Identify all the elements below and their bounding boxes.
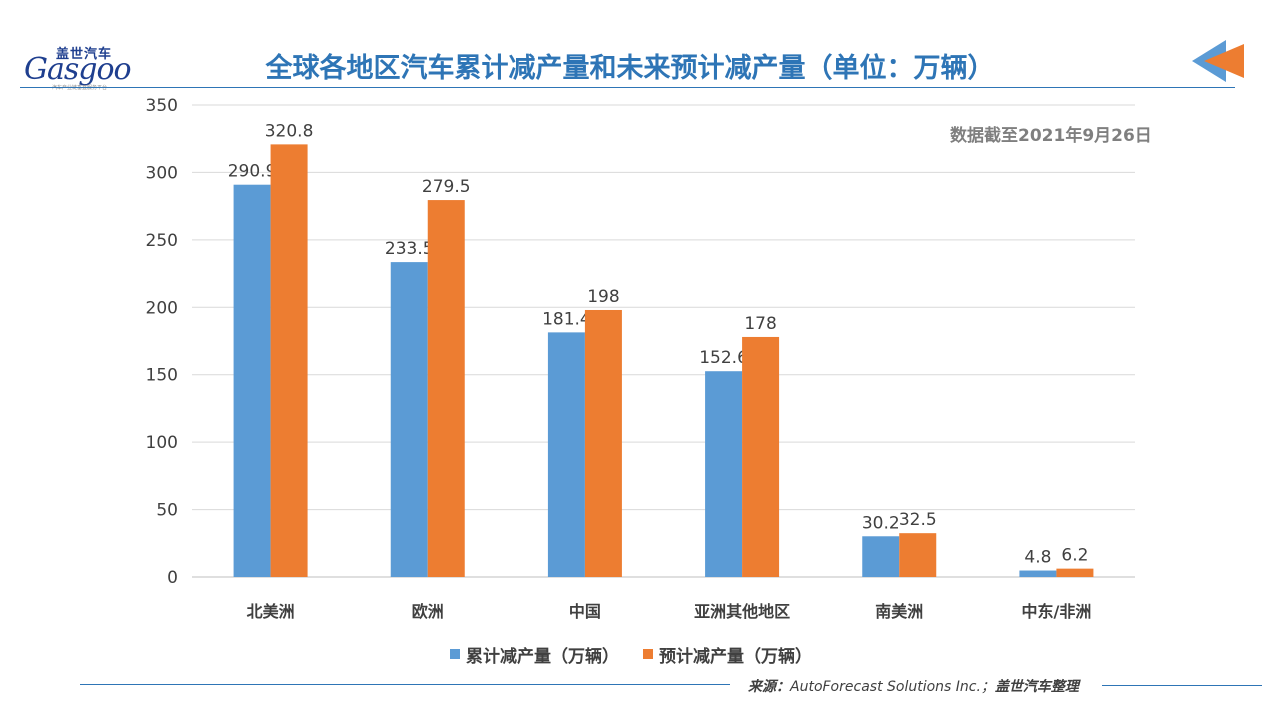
bar-cumulative <box>547 332 585 577</box>
bar-cumulative <box>705 371 743 577</box>
y-tick-label: 350 <box>146 96 178 116</box>
source-suffix: 盖世汽车整理 <box>994 679 1079 695</box>
bar-cumulative <box>390 262 428 577</box>
data-label: 181.4 <box>542 309 591 329</box>
gasgoo-logo: 盖世汽车 Gasgoo 汽车产业链垂直服务平台 <box>20 40 135 92</box>
bar-forecast <box>1056 568 1094 577</box>
data-label: 6.2 <box>1061 546 1088 566</box>
bar-forecast <box>584 309 622 577</box>
title-divider <box>20 87 1235 88</box>
y-tick-label: 300 <box>146 163 178 183</box>
legend-item-forecast: 预计减产量（万辆） <box>643 642 812 667</box>
y-tick-label: 50 <box>156 501 178 521</box>
x-tick-label: 欧洲 <box>412 602 444 621</box>
legend-item-cumulative: 累计减产量（万辆） <box>450 642 619 667</box>
source-note: 来源：AutoForecast Solutions Inc.；盖世汽车整理 <box>748 676 1079 696</box>
bar-forecast <box>742 336 780 577</box>
logo-english-text: Gasgoo <box>24 52 132 87</box>
data-label: 152.6 <box>699 348 748 368</box>
data-label: 178 <box>744 314 776 334</box>
bar-cumulative <box>1019 570 1057 577</box>
legend-swatch-cumulative <box>450 649 460 659</box>
y-tick-label: 200 <box>146 298 178 318</box>
y-tick-label: 150 <box>146 366 178 386</box>
data-label: 233.5 <box>385 239 434 259</box>
y-tick-label: 250 <box>146 231 178 251</box>
chart-title: 全球各地区汽车累计减产量和未来预计减产量（单位：万辆） <box>265 53 995 84</box>
data-label: 32.5 <box>899 510 937 530</box>
x-tick-label: 北美洲 <box>247 602 295 621</box>
bar-cumulative <box>862 536 900 577</box>
legend-label-forecast: 预计减产量（万辆） <box>659 646 812 667</box>
bar-forecast <box>270 144 308 577</box>
y-tick-label: 0 <box>167 568 178 588</box>
legend-swatch-forecast <box>643 649 653 659</box>
footer-divider-right <box>1102 685 1262 686</box>
logo-tagline: 汽车产业链垂直服务平台 <box>52 85 108 91</box>
data-label: 279.5 <box>422 177 471 197</box>
arrow-left-icon <box>1192 40 1244 82</box>
data-date-note: 数据截至2021年9月26日 <box>950 126 1152 146</box>
bar-cumulative <box>233 184 271 578</box>
y-tick-label: 100 <box>146 433 178 453</box>
chart-legend: 累计减产量（万辆） 预计减产量（万辆） <box>450 640 812 668</box>
data-label: 320.8 <box>265 121 314 141</box>
legend-label-cumulative: 累计减产量（万辆） <box>466 646 619 667</box>
bar-forecast <box>899 533 937 577</box>
x-tick-label: 亚洲其他地区 <box>694 602 790 621</box>
data-label: 4.8 <box>1024 548 1051 568</box>
data-label: 30.2 <box>862 513 900 533</box>
data-label: 198 <box>587 287 619 307</box>
data-label: 290.9 <box>228 162 277 182</box>
logo-chinese-text: 盖世汽车 <box>56 47 113 62</box>
source-prefix: 来源： <box>748 679 790 695</box>
x-tick-label: 中国 <box>569 602 601 621</box>
bar-forecast <box>427 200 465 577</box>
source-text: AutoForecast Solutions Inc.； <box>790 679 995 695</box>
footer-divider-left <box>80 684 730 685</box>
x-tick-label: 南美洲 <box>875 602 923 621</box>
x-tick-label: 中东/非洲 <box>1021 602 1091 621</box>
